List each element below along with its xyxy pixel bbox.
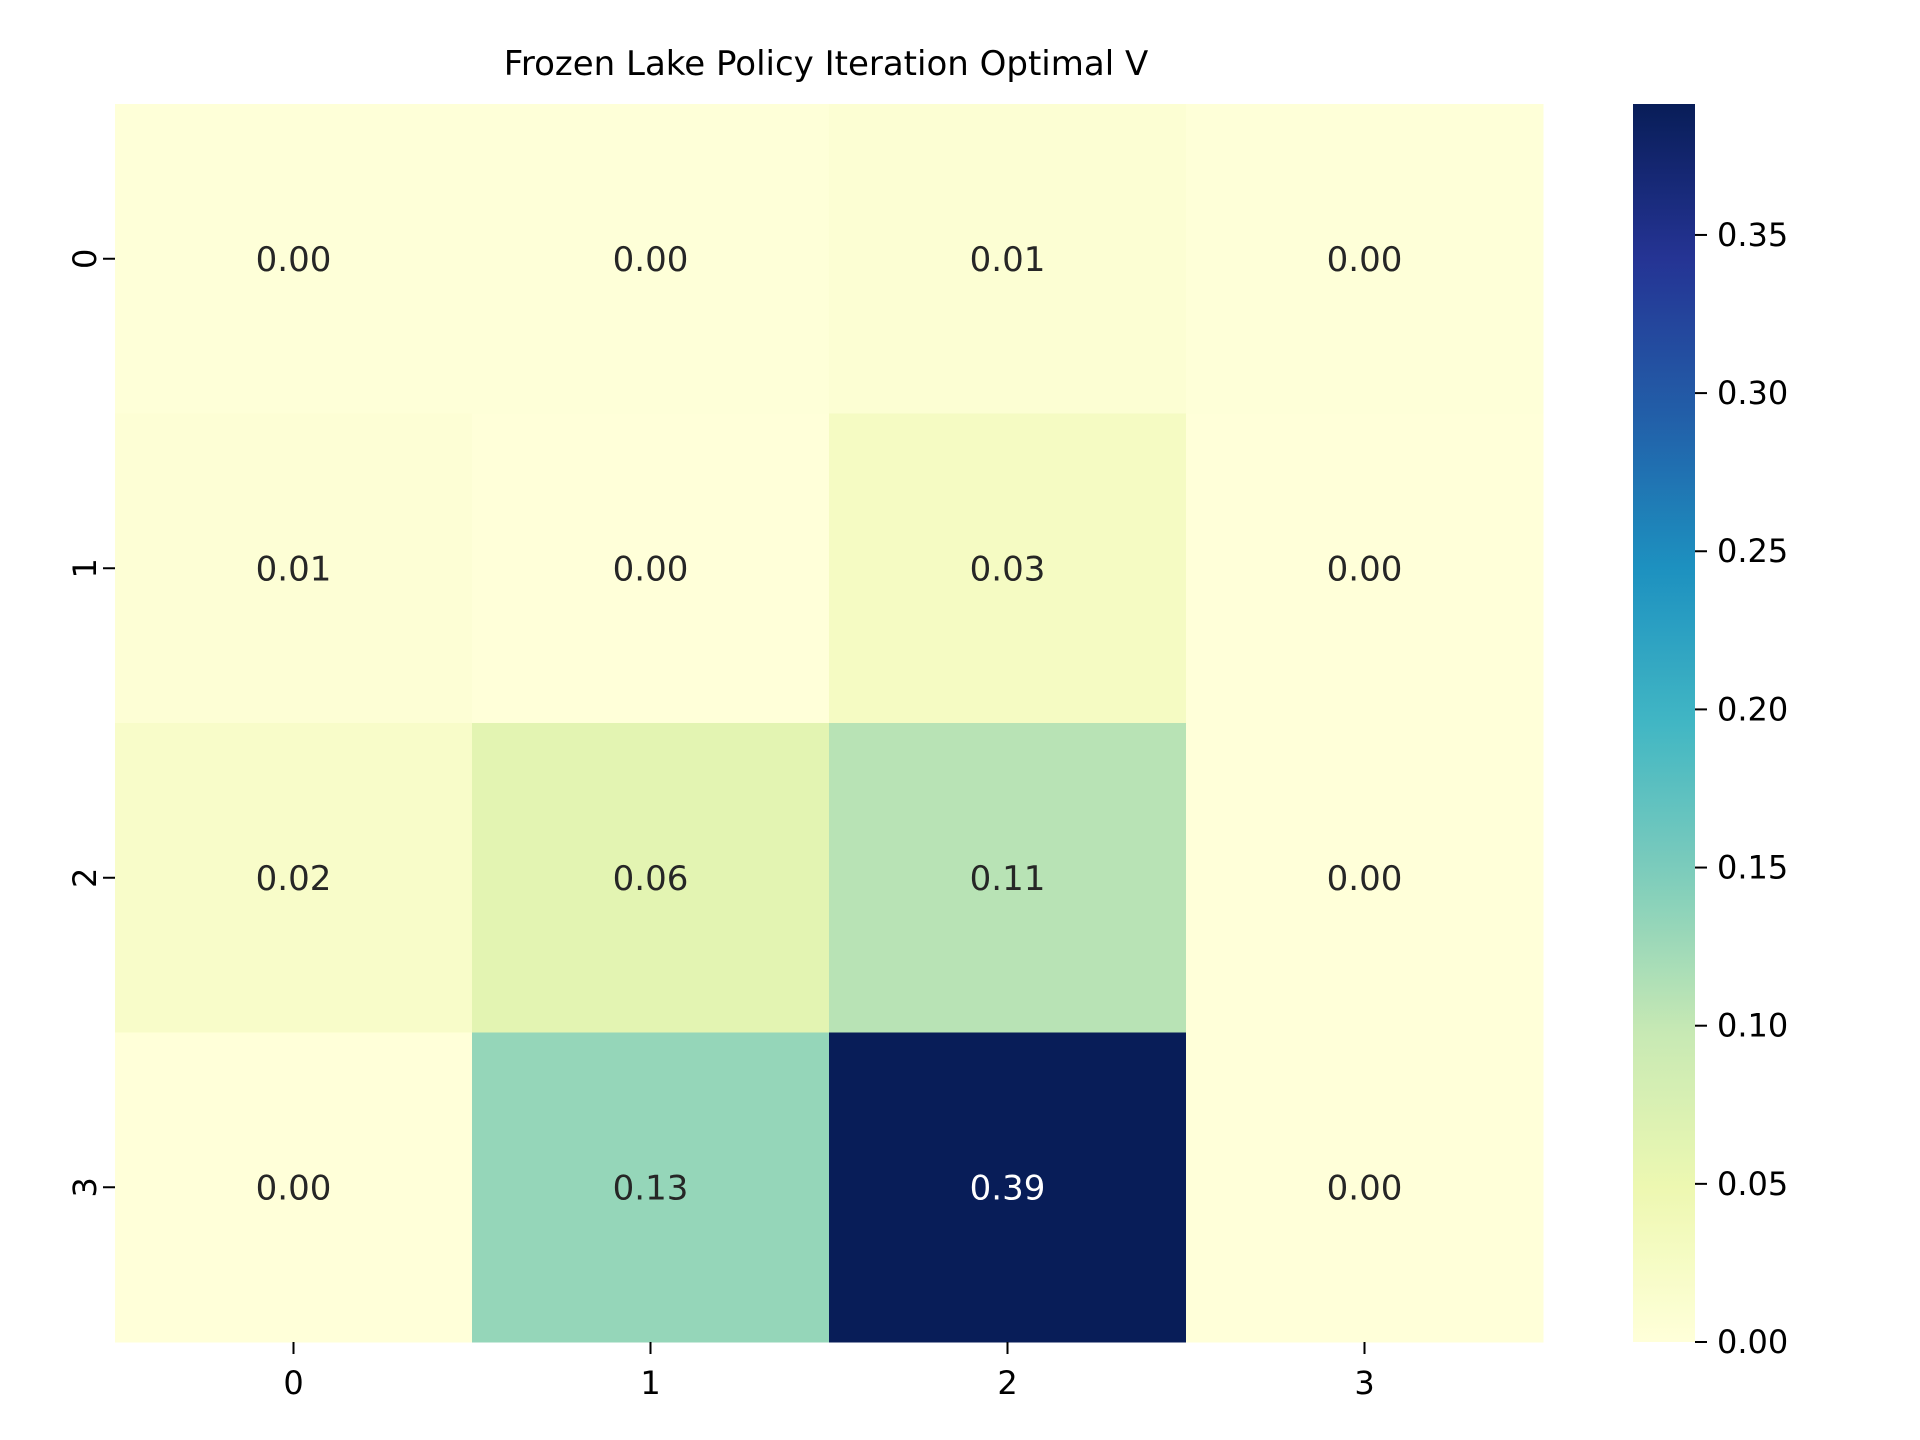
- x-axis: 0 1 2 3: [283, 1342, 1375, 1402]
- colorbar-tick-label: 0.00: [1717, 1323, 1788, 1361]
- cell-value-label: 0.39: [970, 1168, 1046, 1208]
- y-tick-label: 2: [66, 868, 104, 888]
- x-tick-label: 0: [283, 1364, 303, 1402]
- heatmap-cell: [472, 413, 830, 724]
- heatmap-cell: [829, 1032, 1187, 1343]
- colorbar-gradient: [1633, 104, 1695, 1342]
- cell-value-label: 0.00: [256, 1168, 332, 1208]
- colorbar-tick-label: 0.15: [1717, 849, 1788, 887]
- cell-value-label: 0.01: [256, 549, 332, 589]
- cell-value-label: 0.06: [613, 859, 689, 899]
- heatmap-cell: [829, 413, 1187, 724]
- cell-value-label: 0.00: [1327, 859, 1403, 899]
- heatmap-cell: [1186, 413, 1544, 724]
- colorbar-tick-label: 0.25: [1717, 532, 1788, 570]
- heatmap-cell: [115, 104, 473, 414]
- heatmap-cell: [472, 723, 830, 1033]
- cell-value-label: 0.00: [613, 240, 689, 280]
- heatmap-cell: [472, 1032, 830, 1343]
- cell-value-label: 0.00: [1327, 1168, 1403, 1208]
- heatmap-cell: [1186, 723, 1544, 1033]
- colorbar-tick-label: 0.35: [1717, 216, 1788, 254]
- cell-value-label: 0.00: [613, 549, 689, 589]
- colorbar-tick-label: 0.20: [1717, 690, 1788, 728]
- heatmap-cell: [472, 104, 830, 414]
- x-tick-label: 3: [1354, 1364, 1374, 1402]
- x-tick-label: 2: [997, 1364, 1017, 1402]
- cell-value-label: 0.03: [970, 549, 1046, 589]
- heatmap-cell: [115, 413, 473, 724]
- y-tick-label: 1: [66, 558, 104, 578]
- heatmap-cell: [1186, 1032, 1544, 1343]
- colorbar-tick-label: 0.30: [1717, 374, 1788, 412]
- cell-value-label: 0.02: [256, 859, 332, 899]
- heatmap-cells: 0.00 0.00 0.01 0.00 0.01 0.00 0.03 0.00 0.02 0.06…: [115, 104, 1544, 1343]
- cell-value-label: 0.01: [970, 240, 1046, 280]
- heatmap-cell: [115, 1032, 473, 1343]
- colorbar-tick-label: 0.10: [1717, 1007, 1788, 1045]
- x-tick-label: 1: [640, 1364, 660, 1402]
- cell-value-label: 0.00: [1327, 240, 1403, 280]
- cell-value-label: 0.11: [970, 859, 1046, 899]
- y-tick-label: 0: [66, 249, 104, 269]
- cell-value-label: 0.13: [613, 1168, 689, 1208]
- heatmap-cell: [829, 723, 1187, 1033]
- heatmap-cell: [1186, 104, 1544, 414]
- heatmap-cell: [115, 723, 473, 1033]
- y-axis: 0 1 2 3: [66, 249, 115, 1197]
- colorbar: 0.00 0.05 0.10 0.15 0.20 0.25 0.30 0.35: [1633, 104, 1788, 1361]
- cell-value-label: 0.00: [1327, 549, 1403, 589]
- chart-title: Frozen Lake Policy Iteration Optimal V: [504, 44, 1148, 84]
- y-tick-label: 3: [66, 1177, 104, 1197]
- colorbar-tick-label: 0.05: [1717, 1165, 1788, 1203]
- heatmap-cell: [829, 104, 1187, 414]
- cell-value-label: 0.00: [256, 240, 332, 280]
